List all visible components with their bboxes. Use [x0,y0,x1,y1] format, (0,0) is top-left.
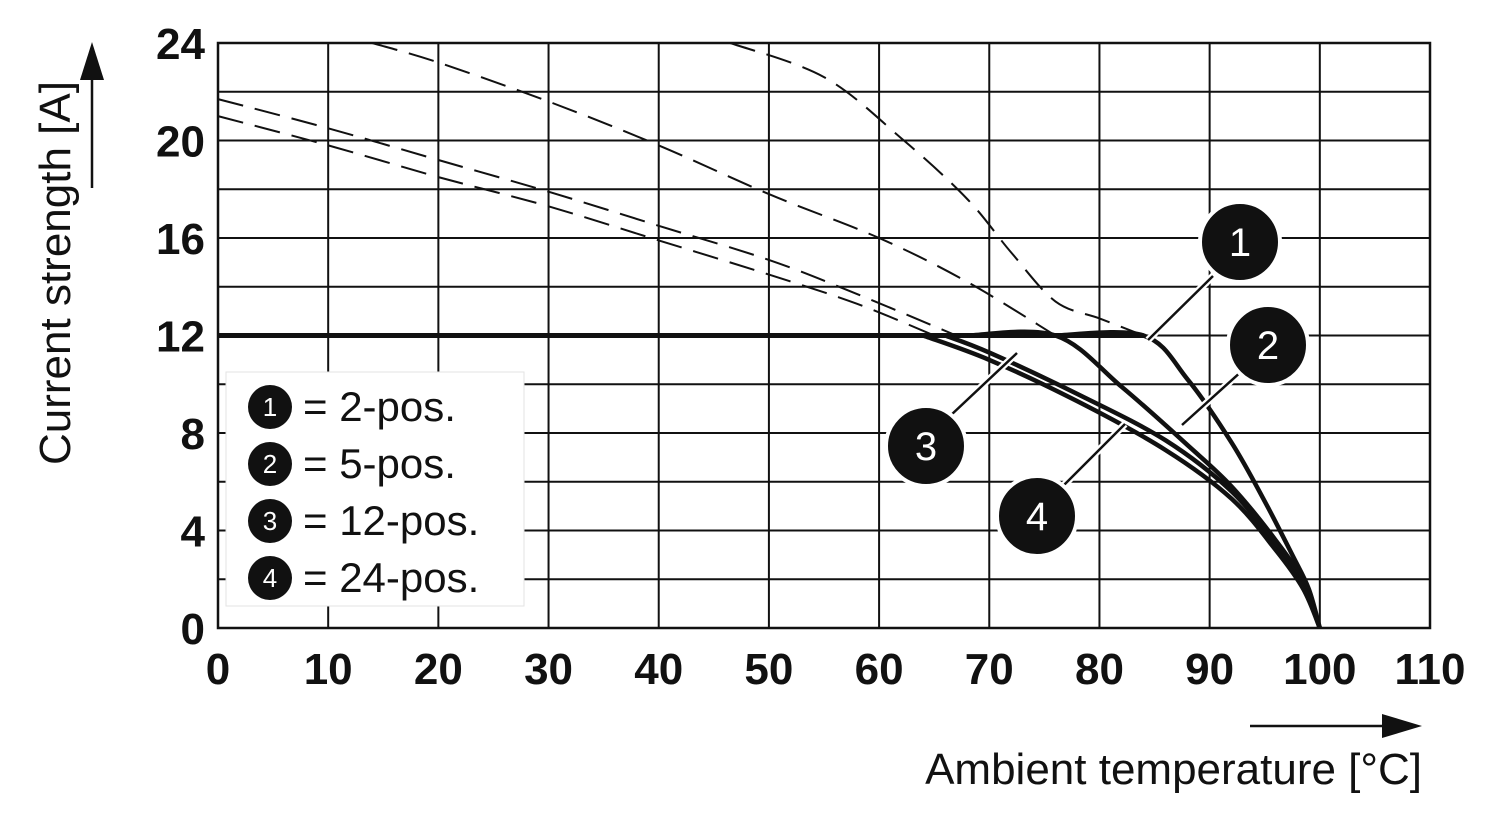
curve-badge-number: 1 [1229,221,1251,265]
x-tick-label: 20 [414,645,463,694]
y-axis-title: Current strength [A] [31,81,80,465]
y-tick-label: 0 [181,605,205,654]
x-tick-label: 90 [1185,645,1234,694]
legend-badge-number: 1 [263,392,277,422]
curve-badge-circle [1198,200,1282,284]
legend-entry-text: = 12-pos. [303,497,479,544]
legend-entry: 2 = 5-pos. [248,440,456,487]
x-tick-label: 10 [304,645,353,694]
legend-entry: 1 = 2-pos. [248,383,456,430]
leader-line [1147,275,1214,341]
solid-curves [922,329,1322,629]
curve-badge-number: 3 [915,425,937,469]
legend-badge-number: 4 [263,563,277,593]
x-tick-label: 60 [855,645,904,694]
x-tick-label: 80 [1075,645,1124,694]
series-4-solid-line [922,333,1322,629]
series-1-dashed-line [729,42,1144,337]
legend-badge-circle [248,442,292,486]
legend-badge-circle [248,556,292,600]
dashed-curves [217,42,1144,337]
curve-label-1: 1 [1145,200,1282,343]
curve-badge-number: 4 [1026,495,1048,539]
legend-badge-circle [248,385,292,429]
y-axis-title-group: Current strength [A] [31,42,104,465]
x-tick-label: 0 [206,645,230,694]
series-2-dashed-line [372,42,1056,337]
y-tick-label: 20 [156,118,205,167]
legend-entry: 3 = 12-pos. [248,497,479,544]
leader-line [949,352,1018,417]
x-tick-label: 50 [744,645,793,694]
curve-labels: 1 2 3 4 [884,200,1310,558]
x-tick-label: 70 [965,645,1014,694]
plot-frame [216,41,1432,630]
curve-label-4: 4 [995,421,1128,558]
y-tick-label: 4 [181,508,206,557]
curve-badge-number: 2 [1257,324,1279,368]
y-axis-arrowhead-icon [80,42,104,80]
y-tick-label: 12 [156,313,205,362]
legend-badge-number: 3 [263,506,277,536]
x-axis-title-group: Ambient temperature [°C] [925,714,1422,794]
y-tick-label: 16 [156,215,205,264]
legend-entry-text: = 5-pos. [303,440,456,487]
curve-badge-circle [995,474,1079,558]
x-tick-labels: 0 10 20 30 40 50 60 70 80 90 100 110 [206,645,1466,694]
y-tick-label: 24 [156,20,205,69]
x-axis-arrowhead-icon [1382,714,1422,738]
legend-badge-number: 2 [263,449,277,479]
leader-line [1061,423,1126,488]
curve-label-2: 2 [1179,303,1310,428]
y-tick-labels: 0 4 8 12 16 20 24 [156,20,205,654]
x-axis-title: Ambient temperature [°C] [925,745,1422,794]
legend: 1 = 2-pos. 2 = 5-pos. 3 = 12-pos. 4 = 24-pos. [225,371,525,607]
legend-entry-text: = 2-pos. [303,383,456,430]
legend-entry: 4 = 24-pos. [248,554,479,601]
legend-badge-circle [248,499,292,543]
series-4-dashed-line [217,115,935,337]
series-2-solid-line [967,329,1322,629]
curve-badge-circle [884,404,968,488]
curve-badge-circle [1226,303,1310,387]
x-tick-label: 40 [634,645,683,694]
legend-entry-text: = 24-pos. [303,554,479,601]
series-3-dashed-line [217,98,957,337]
curve-label-3: 3 [884,350,1020,488]
x-tick-label: 30 [524,645,573,694]
y-tick-label: 8 [181,410,205,459]
x-tick-label: 110 [1395,645,1466,694]
x-tick-label: 100 [1283,645,1356,694]
leader-line [1181,369,1244,426]
